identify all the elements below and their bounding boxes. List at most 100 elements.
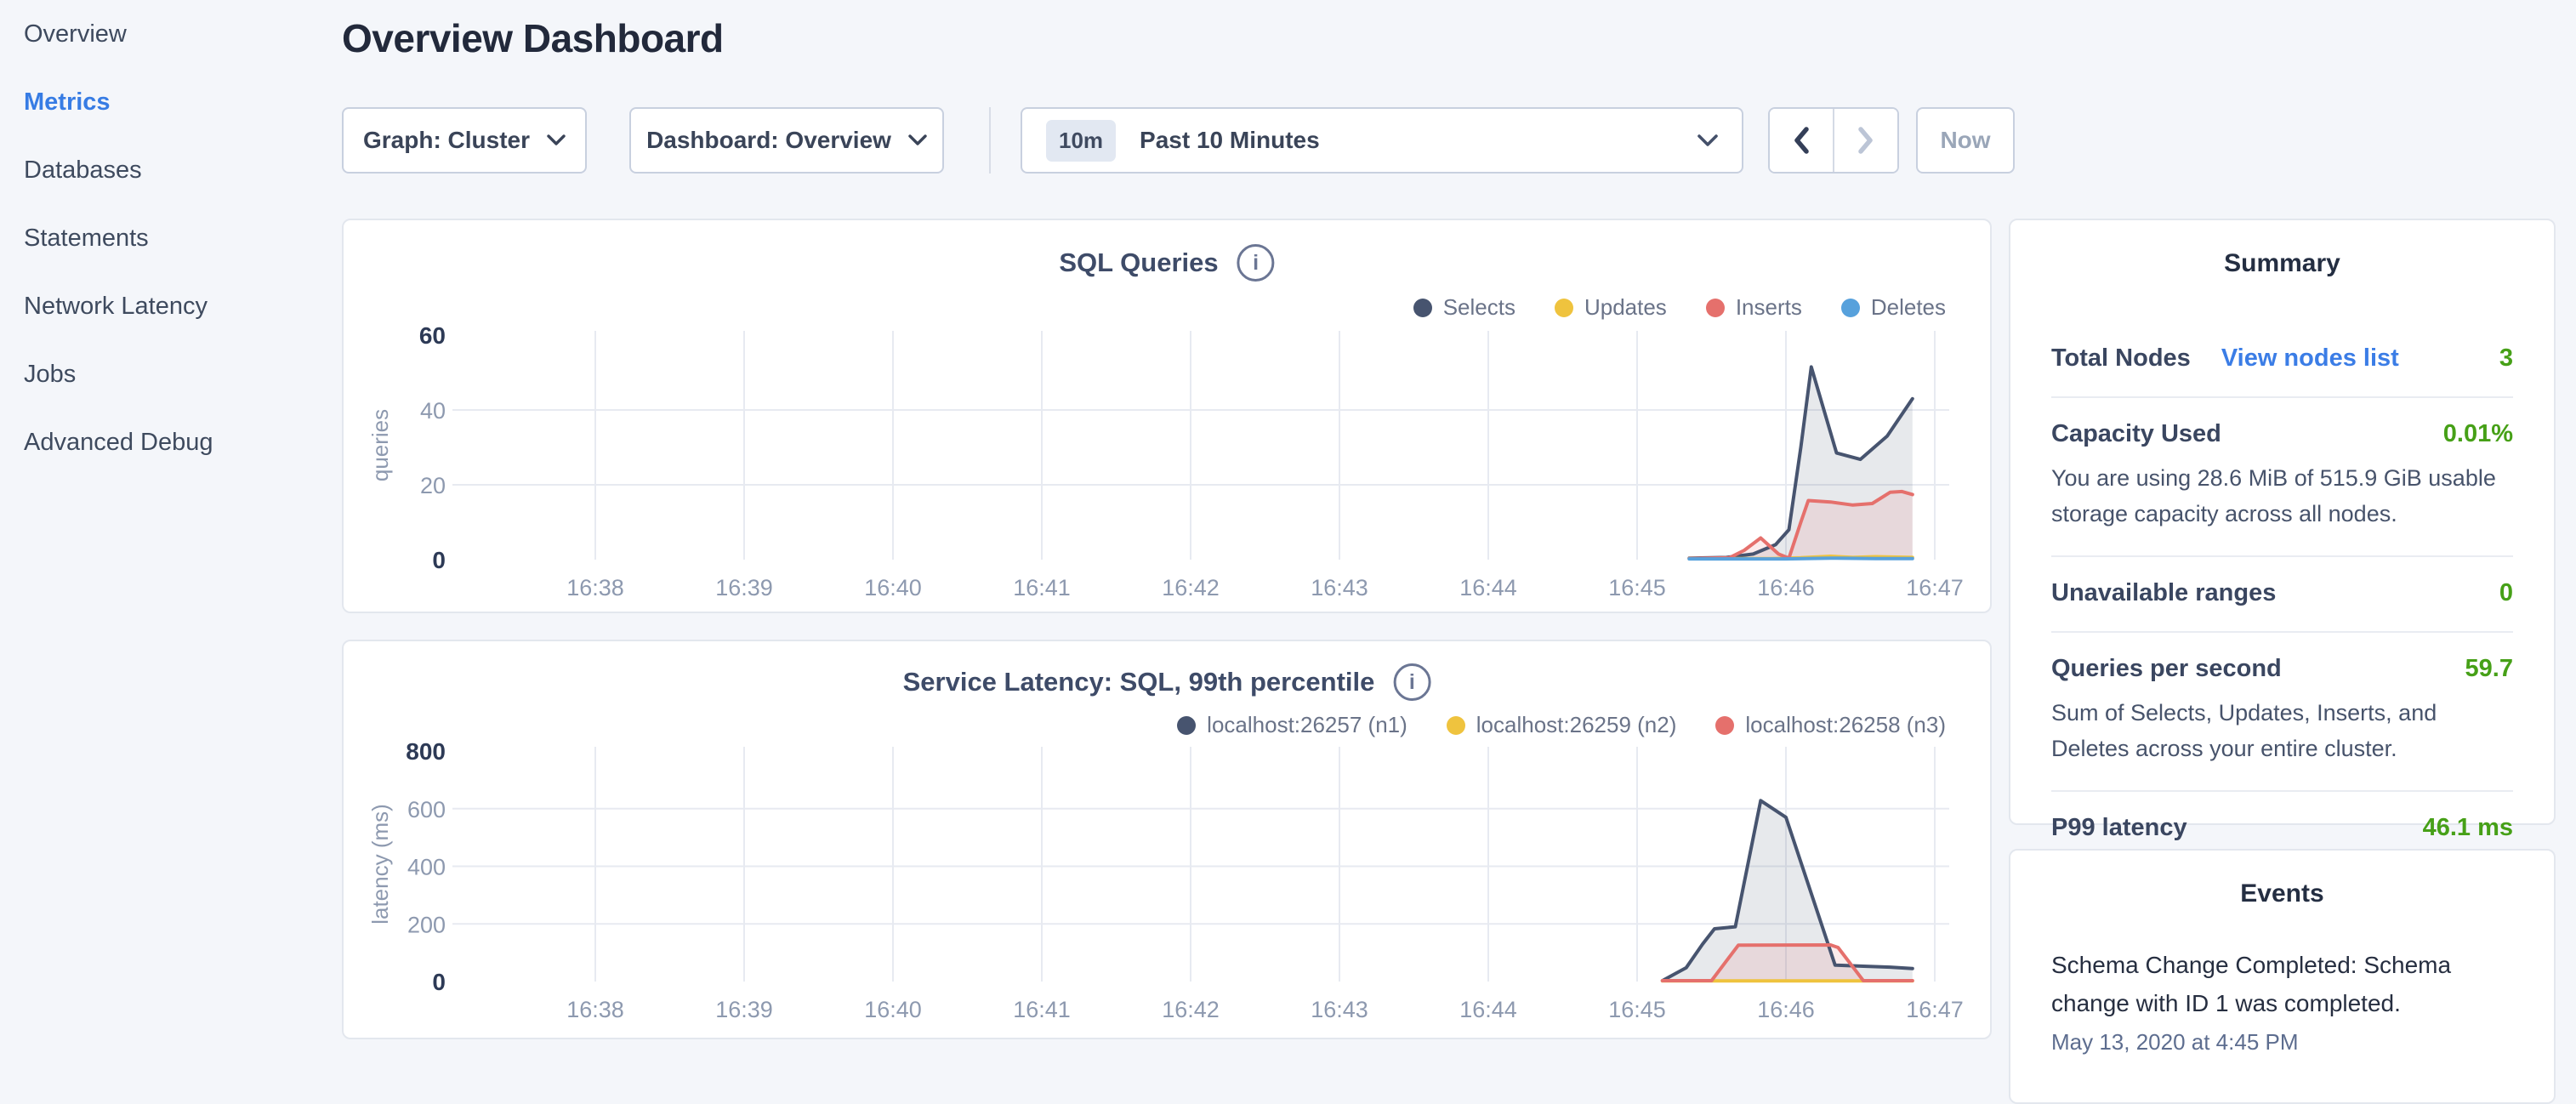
dashboard-dropdown-label: Dashboard: Overview (646, 127, 891, 153)
svg-text:0: 0 (432, 969, 446, 995)
legend-dot-icon (1413, 298, 1432, 317)
service-latency-chart-card: Service Latency: SQL, 99th percentile i … (342, 640, 1992, 1039)
svg-text:200: 200 (407, 912, 446, 937)
event-text: Schema Change Completed: Schema change w… (2051, 952, 2452, 1016)
svg-text:16:41: 16:41 (1013, 575, 1071, 600)
chevron-left-icon (1794, 127, 1809, 154)
legend-item-deletes: Deletes (1840, 294, 1946, 321)
summary-row-queries-per-second: Queries per second 59.7 Sum of Selects, Up… (2051, 633, 2513, 792)
summary-row-description: Sum of Selects, Updates, Inserts, and De… (2051, 700, 2437, 761)
summary-row-label: Unavailable ranges (2051, 579, 2277, 606)
svg-text:20: 20 (420, 473, 446, 498)
dashboard-dropdown[interactable]: Dashboard: Overview (629, 107, 944, 174)
chart-title: Service Latency: SQL, 99th percentile (902, 667, 1375, 697)
summary-row-value: 46.1 ms (2422, 814, 2513, 841)
time-pager (1768, 107, 1899, 174)
time-forward-button[interactable] (1834, 109, 1897, 172)
legend-item-localhost-26259-n2: localhost:26259 (n2) (1446, 712, 1676, 738)
time-range-badge: 10m (1046, 119, 1117, 162)
legend-dot-icon (1554, 298, 1573, 317)
summary-row-head: Queries per second 59.7 (2051, 655, 2513, 683)
summary-row-label: Total Nodes (2051, 344, 2191, 372)
svg-text:800: 800 (406, 738, 446, 765)
chart-legend: Selects Updates Inserts Deletes (1413, 294, 1946, 321)
sidebar-item-databases[interactable]: Databases (24, 156, 142, 184)
legend-label: Updates (1584, 294, 1667, 320)
svg-text:latency (ms): latency (ms) (367, 804, 393, 925)
sql-queries-chart[interactable]: 0 20 40 60 16:38 16:39 16:40 16:41 16:42 16:43 16:… (344, 220, 1990, 612)
legend-dot-icon (1446, 715, 1465, 735)
chart-legend: localhost:26257 (n1) localhost:26259 (n2)… (1177, 712, 1946, 738)
legend-item-inserts: Inserts (1705, 294, 1802, 321)
toolbar-divider (989, 107, 991, 174)
svg-text:16:47: 16:47 (1906, 575, 1964, 600)
summary-row-label: Capacity Used (2051, 420, 2221, 447)
legend-dot-icon (1715, 715, 1735, 735)
now-button[interactable]: Now (1916, 107, 2015, 174)
chevron-right-icon (1858, 127, 1873, 154)
svg-text:16:44: 16:44 (1459, 997, 1517, 1022)
sidebar-item-advanced-debug[interactable]: Advanced Debug (24, 428, 213, 456)
sidebar-item-metrics[interactable]: Metrics (24, 88, 111, 116)
summary-row-capacity-used: Capacity Used 0.01% You are using 28.6 MiB… (2051, 398, 2513, 557)
legend-label: localhost:26257 (n1) (1207, 712, 1407, 737)
page-title: Overview Dashboard (342, 16, 724, 60)
summary-row-label: P99 latency (2051, 814, 2187, 841)
chevron-down-icon (908, 134, 927, 145)
summary-row-value: 59.7 (2465, 655, 2513, 682)
events-card: Events Schema Change Completed: Schema c… (2009, 849, 2556, 1104)
summary-card: Summary Total Nodes View nodes list 3 Capac… (2009, 219, 2556, 841)
summary-row-head: Unavailable ranges 0 (2051, 579, 2513, 607)
summary-rows: Total Nodes View nodes list 3 Capacity Used… (2051, 322, 2513, 866)
summary-row-value: 0.01% (2442, 420, 2513, 447)
event-timestamp: May 13, 2020 at 4:45 PM (2051, 1029, 2299, 1055)
summary-row-unavailable-ranges: Unavailable ranges 0 (2051, 557, 2513, 633)
service-latency-chart[interactable]: 0 200 400 600 800 16:38 16:39 16:40 16:41 16:42 16… (344, 641, 1990, 1038)
svg-text:16:42: 16:42 (1162, 575, 1220, 600)
summary-row-head: Total Nodes View nodes list 3 (2051, 344, 2513, 373)
svg-text:16:46: 16:46 (1757, 575, 1815, 600)
legend-dot-icon (1840, 298, 1860, 317)
info-icon[interactable]: i (1393, 663, 1431, 701)
summary-row-label: Queries per second (2051, 655, 2282, 682)
time-range-label: Past 10 Minutes (1140, 127, 1320, 153)
summary-row-head: Capacity Used 0.01% (2051, 420, 2513, 448)
legend-item-updates: Updates (1554, 294, 1667, 321)
svg-text:queries: queries (367, 409, 393, 481)
events-title: Events (2240, 879, 2324, 908)
svg-text:400: 400 (407, 855, 446, 880)
summary-row-value: 0 (2499, 579, 2513, 606)
view-nodes-list-link[interactable]: View nodes list (2221, 344, 2399, 372)
svg-text:16:47: 16:47 (1906, 997, 1964, 1022)
sidebar-item-statements[interactable]: Statements (24, 224, 149, 252)
svg-text:16:40: 16:40 (864, 997, 922, 1022)
time-range-selector[interactable]: 10m Past 10 Minutes (1021, 107, 1743, 174)
graph-dropdown-label: Graph: Cluster (362, 127, 531, 153)
svg-text:16:39: 16:39 (715, 575, 773, 600)
svg-text:16:42: 16:42 (1162, 997, 1220, 1022)
sidebar-item-overview[interactable]: Overview (24, 20, 127, 48)
legend-item-selects: Selects (1413, 294, 1515, 321)
pager-divider (1833, 109, 1834, 172)
sidebar-item-jobs[interactable]: Jobs (24, 360, 77, 388)
summary-row-head: P99 latency 46.1 ms (2051, 814, 2513, 842)
sidebar-item-network-latency[interactable]: Network Latency (24, 292, 208, 320)
summary-row-description: You are using 28.6 MiB of 515.9 GiB usab… (2051, 465, 2496, 526)
svg-text:16:40: 16:40 (864, 575, 922, 600)
svg-text:16:45: 16:45 (1608, 997, 1666, 1022)
event-item: Schema Change Completed: Schema change w… (2051, 946, 2513, 1056)
chevron-down-icon (547, 134, 566, 145)
sidebar-nav: Overview Metrics Databases Statements Networ… (0, 0, 323, 476)
legend-item-localhost-26258-n3: localhost:26258 (n3) (1715, 712, 1946, 738)
time-back-button[interactable] (1770, 109, 1834, 172)
legend-label: localhost:26258 (n3) (1745, 712, 1946, 737)
chart-title: SQL Queries (1059, 248, 1219, 277)
summary-row-p99-latency: P99 latency 46.1 ms (2051, 792, 2513, 866)
graph-dropdown[interactable]: Graph: Cluster (342, 107, 587, 174)
svg-text:16:45: 16:45 (1608, 575, 1666, 600)
legend-label: Selects (1442, 294, 1515, 320)
svg-text:16:44: 16:44 (1459, 575, 1517, 600)
info-icon[interactable]: i (1237, 244, 1275, 282)
events-list: Schema Change Completed: Schema change w… (2010, 946, 2554, 1056)
